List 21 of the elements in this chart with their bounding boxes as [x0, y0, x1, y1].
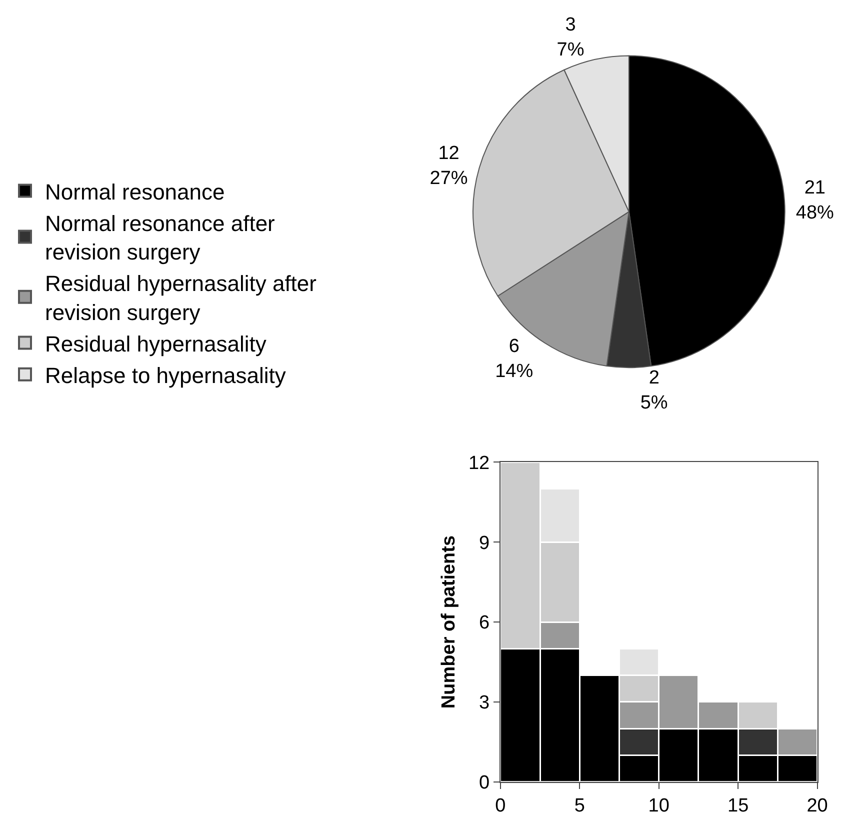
y-tick-label: 12 — [468, 452, 490, 474]
y-tick-label: 6 — [479, 612, 490, 634]
legend-label: Relapse to hypernasality — [45, 362, 286, 388]
y-axis-title: Number of patients — [438, 535, 460, 709]
y-tick-label: 9 — [479, 532, 490, 554]
x-tick-label: 20 — [806, 796, 828, 817]
x-tick-label: 5 — [574, 796, 585, 817]
x-tick-label: 15 — [728, 796, 749, 817]
data-label: 3 7% — [556, 14, 584, 60]
legend-label: Normal resonance after revision surgery — [45, 210, 275, 265]
legend-label: Residual hypernasality — [45, 331, 266, 356]
x-tick-label: 0 — [495, 796, 506, 817]
legend-label: Residual hypernasality after revision surgery — [45, 271, 316, 325]
data-label: 12 27% — [430, 143, 468, 189]
y-tick-label: 0 — [479, 772, 490, 794]
y-tick-label: 3 — [479, 692, 490, 714]
data-label: 21 48% — [796, 178, 834, 224]
data-label: 2 5% — [640, 368, 668, 414]
x-tick-label: 10 — [648, 796, 670, 817]
data-label: 6 14% — [495, 336, 534, 382]
legend-label: Normal resonance — [45, 179, 225, 204]
